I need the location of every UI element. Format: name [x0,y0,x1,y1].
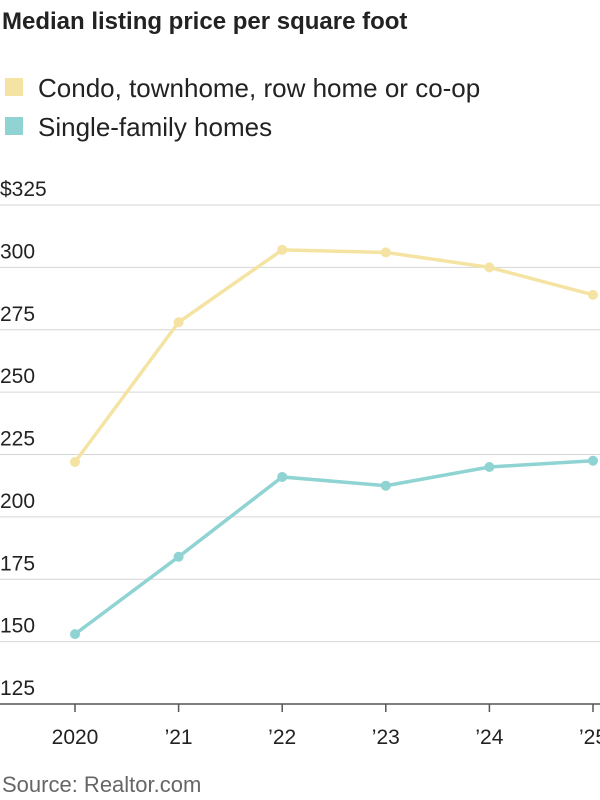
data-point [173,317,184,328]
y-tick-label: 300 [0,240,35,263]
legend-label: Single-family homes [38,112,272,142]
y-tick-label: 175 [0,552,35,575]
data-point [484,461,495,472]
y-tick-label: 200 [0,490,35,513]
data-point [588,289,598,300]
data-point [70,629,80,640]
x-tick-label: ’21 [165,726,193,749]
x-tick-label: ’23 [372,726,400,749]
x-tick-label: 2020 [52,726,99,749]
y-tick-label: 275 [0,303,35,326]
y-tick-label: 125 [0,677,35,700]
x-tick-label: ’25 [579,726,600,749]
data-point [380,480,391,491]
data-point [277,244,288,255]
data-point [588,455,598,466]
chart-title: Median listing price per square foot [2,8,407,35]
series-line [73,248,594,464]
y-tick-label: $325 [0,178,47,201]
source: Source: Realtor.com [2,772,201,797]
data-point [277,471,288,482]
series-line [73,458,594,636]
y-tick-label: 250 [0,365,35,388]
y-tick-label: 150 [0,615,35,638]
legend-swatch [5,117,23,135]
data-point [484,262,495,273]
x-tick-label: ’22 [268,726,296,749]
data-point [173,551,184,562]
legend-swatch [5,78,23,96]
x-tick-label: ’24 [475,726,503,749]
data-point [380,247,391,258]
y-tick-label: 225 [0,428,35,451]
data-point [70,456,80,467]
legend-label: Condo, townhome, row home or co-op [38,73,480,103]
